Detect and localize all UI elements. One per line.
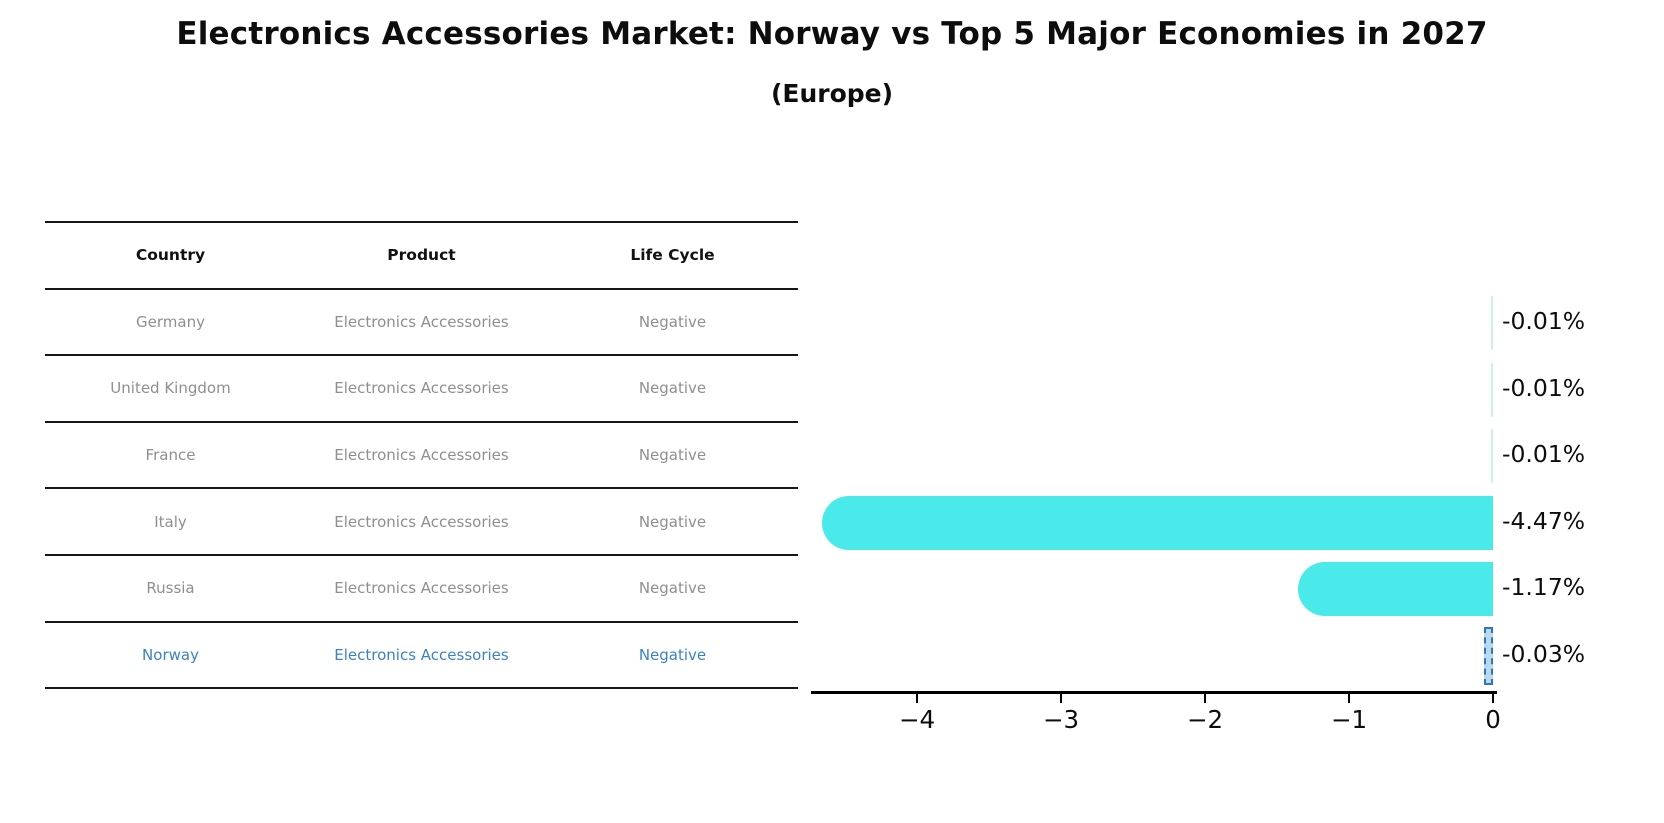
comparison-table: Country Product Life Cycle Germany Electron… [45, 221, 798, 690]
table-cell-life-cycle: Negative [638, 512, 707, 531]
bar-germany [1490, 295, 1493, 350]
table-cell-life-cycle: Negative [638, 579, 707, 598]
x-axis-line [811, 691, 1497, 694]
table-header-product: Product [387, 246, 456, 265]
x-tick-−4 [915, 693, 919, 703]
table-cell-country: United Kingdom [110, 379, 231, 398]
x-tick-−3 [1059, 693, 1063, 703]
table-body: Germany Electronics Accessories Negative Un… [45, 290, 798, 690]
bar-value-label-norway: -0.03% [1502, 639, 1586, 668]
table-header-life-cycle: Life Cycle [630, 246, 715, 265]
table-header-row: Country Product Life Cycle [45, 223, 798, 290]
bar-russia [1297, 562, 1493, 617]
table-cell-life-cycle: Negative [638, 379, 707, 398]
table-cell-life-cycle: Negative [638, 645, 707, 664]
x-tick-label-−2: −2 [1186, 705, 1224, 734]
bar-norway [1484, 626, 1493, 685]
table-cell-life-cycle: Negative [638, 312, 707, 331]
table-cell-product: Electronics Accessories [334, 579, 509, 598]
bar-value-label-russia: -1.17% [1502, 573, 1586, 602]
table-row-united-kingdom: United Kingdom Electronics Accessories Neg… [45, 356, 798, 423]
x-tick-−2 [1203, 693, 1207, 703]
table-cell-country: Germany [136, 312, 205, 331]
bar-united-kingdom [1490, 362, 1493, 417]
x-tick-label-−4: −4 [898, 705, 936, 734]
table-cell-country: Norway [142, 645, 199, 664]
table-cell-country: Italy [154, 512, 187, 531]
x-tick-label-−1: −1 [1330, 705, 1368, 734]
bar-france [1490, 429, 1493, 484]
x-tick-label-0: 0 [1485, 705, 1501, 734]
table-cell-product: Electronics Accessories [334, 512, 509, 531]
x-tick-label-−3: −3 [1042, 705, 1080, 734]
x-tick-−1 [1347, 693, 1351, 703]
table-cell-life-cycle: Negative [638, 446, 707, 465]
bar-italy [822, 495, 1493, 550]
table-cell-product: Electronics Accessories [334, 645, 509, 664]
table-cell-product: Electronics Accessories [334, 312, 509, 331]
table-cell-product: Electronics Accessories [334, 379, 509, 398]
bar-value-label-france: -0.01% [1502, 440, 1586, 469]
chart-subtitle: (Europe) [770, 79, 894, 108]
table-header-country: Country [135, 246, 206, 265]
table-row-norway: Norway Electronics Accessories Negative [45, 623, 798, 690]
bar-value-label-germany: -0.01% [1502, 306, 1586, 335]
table-cell-country: France [145, 446, 196, 465]
table-cell-product: Electronics Accessories [334, 446, 509, 465]
bar-value-label-italy: -4.47% [1502, 506, 1586, 535]
chart-title: Electronics Accessories Market: Norway v… [176, 16, 1488, 52]
table-row-italy: Italy Electronics Accessories Negative [45, 489, 798, 556]
table-row-france: France Electronics Accessories Negative [45, 423, 798, 490]
table-row-russia: Russia Electronics Accessories Negative [45, 556, 798, 623]
x-tick-0 [1491, 693, 1495, 703]
table-row-germany: Germany Electronics Accessories Negative [45, 290, 798, 357]
bar-value-label-united-kingdom: -0.01% [1502, 373, 1586, 402]
table-cell-country: Russia [146, 579, 195, 598]
